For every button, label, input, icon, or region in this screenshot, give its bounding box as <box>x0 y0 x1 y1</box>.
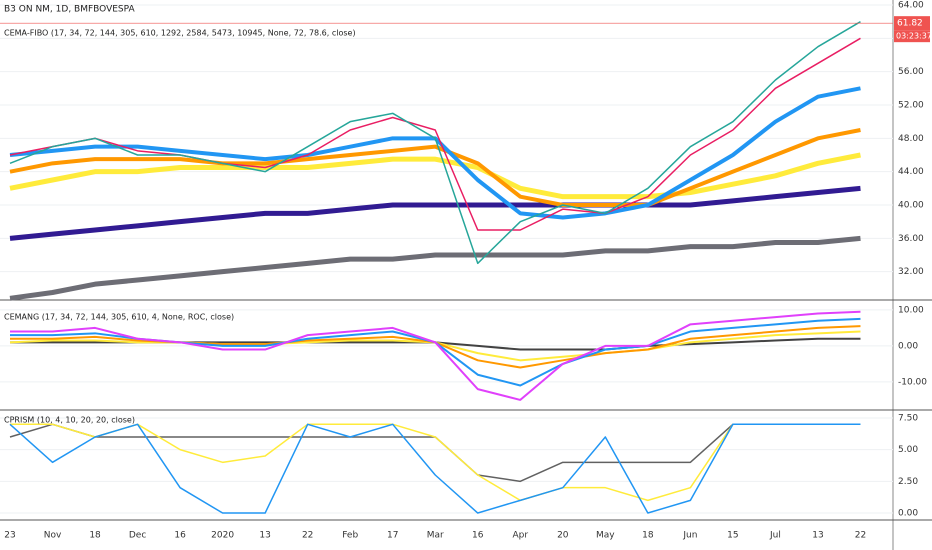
x-tick-label: May <box>596 531 615 541</box>
x-tick-label: 23 <box>4 531 15 541</box>
x-tick-label: Jul <box>769 531 781 541</box>
y-tick-label: 56.00 <box>898 67 924 77</box>
indicator-line <box>10 310 861 401</box>
y-tick-label: 32.00 <box>898 267 924 277</box>
y-tick-label: 52.00 <box>898 101 924 111</box>
countdown-label: 03:23:37 <box>896 32 932 41</box>
x-tick-label: 16 <box>174 531 186 541</box>
indicator-title: CEMANG (17, 34, 72, 144, 305, 610, 4, No… <box>4 313 234 322</box>
x-tick-label: 16 <box>472 531 484 541</box>
x-tick-label: Nov <box>44 531 62 541</box>
y-tick-label: 0.00 <box>898 341 918 351</box>
indicator-line <box>9 235 861 301</box>
x-tick-label: 13 <box>259 531 270 541</box>
x-tick-label: 18 <box>642 531 654 541</box>
y-tick-label: 10.00 <box>898 305 924 315</box>
y-tick-label: 0.00 <box>898 509 918 519</box>
plot-area <box>0 4 893 514</box>
countdown-tag <box>894 30 930 43</box>
indicator-line <box>9 185 861 241</box>
y-tick-label: 36.00 <box>898 234 924 244</box>
x-tick-label: 17 <box>387 531 398 541</box>
y-tick-label: 48.00 <box>898 134 924 144</box>
indicator-line <box>10 423 861 502</box>
indicator-line <box>9 21 861 265</box>
x-tick-label: 22 <box>302 531 313 541</box>
x-tick-label: Apr <box>512 531 528 541</box>
x-tick-label: 18 <box>89 531 101 541</box>
indicator-title: CPRISM (10, 4, 10, 20, 20, close) <box>4 416 135 425</box>
y-tick-label: 2.50 <box>898 477 918 487</box>
x-tick-label: 13 <box>812 531 823 541</box>
y-tick-label: 5.00 <box>898 445 918 455</box>
indicator-line <box>9 152 861 200</box>
indicator-line <box>9 128 861 207</box>
x-tick-label: Feb <box>342 531 358 541</box>
x-tick-label: 15 <box>727 531 738 541</box>
y-tick-label: 44.00 <box>898 167 924 177</box>
y-tick-label: 64.00 <box>898 1 924 11</box>
indicator-line <box>9 423 861 514</box>
indicator-line <box>9 37 861 231</box>
x-tick-label: Jun <box>682 531 697 541</box>
y-tick-label: -10.00 <box>898 377 927 387</box>
x-tick-label: Dec <box>129 531 146 541</box>
x-tick-label: Mar <box>427 531 444 541</box>
x-tick-label: 20 <box>557 531 569 541</box>
chart-title: B3 ON NM, 1D, BMFBOVESPA <box>4 5 136 15</box>
x-tick-label: 22 <box>855 531 866 541</box>
y-tick-label: 40.00 <box>898 201 924 211</box>
price-tag-label: 61.82 <box>897 19 923 29</box>
x-tick-label: 2020 <box>211 531 234 541</box>
indicator-title: CEMA-FIBO (17, 34, 72, 144, 305, 610, 12… <box>4 29 356 38</box>
price-tag <box>894 16 930 31</box>
y-tick-label: 7.50 <box>898 413 918 423</box>
